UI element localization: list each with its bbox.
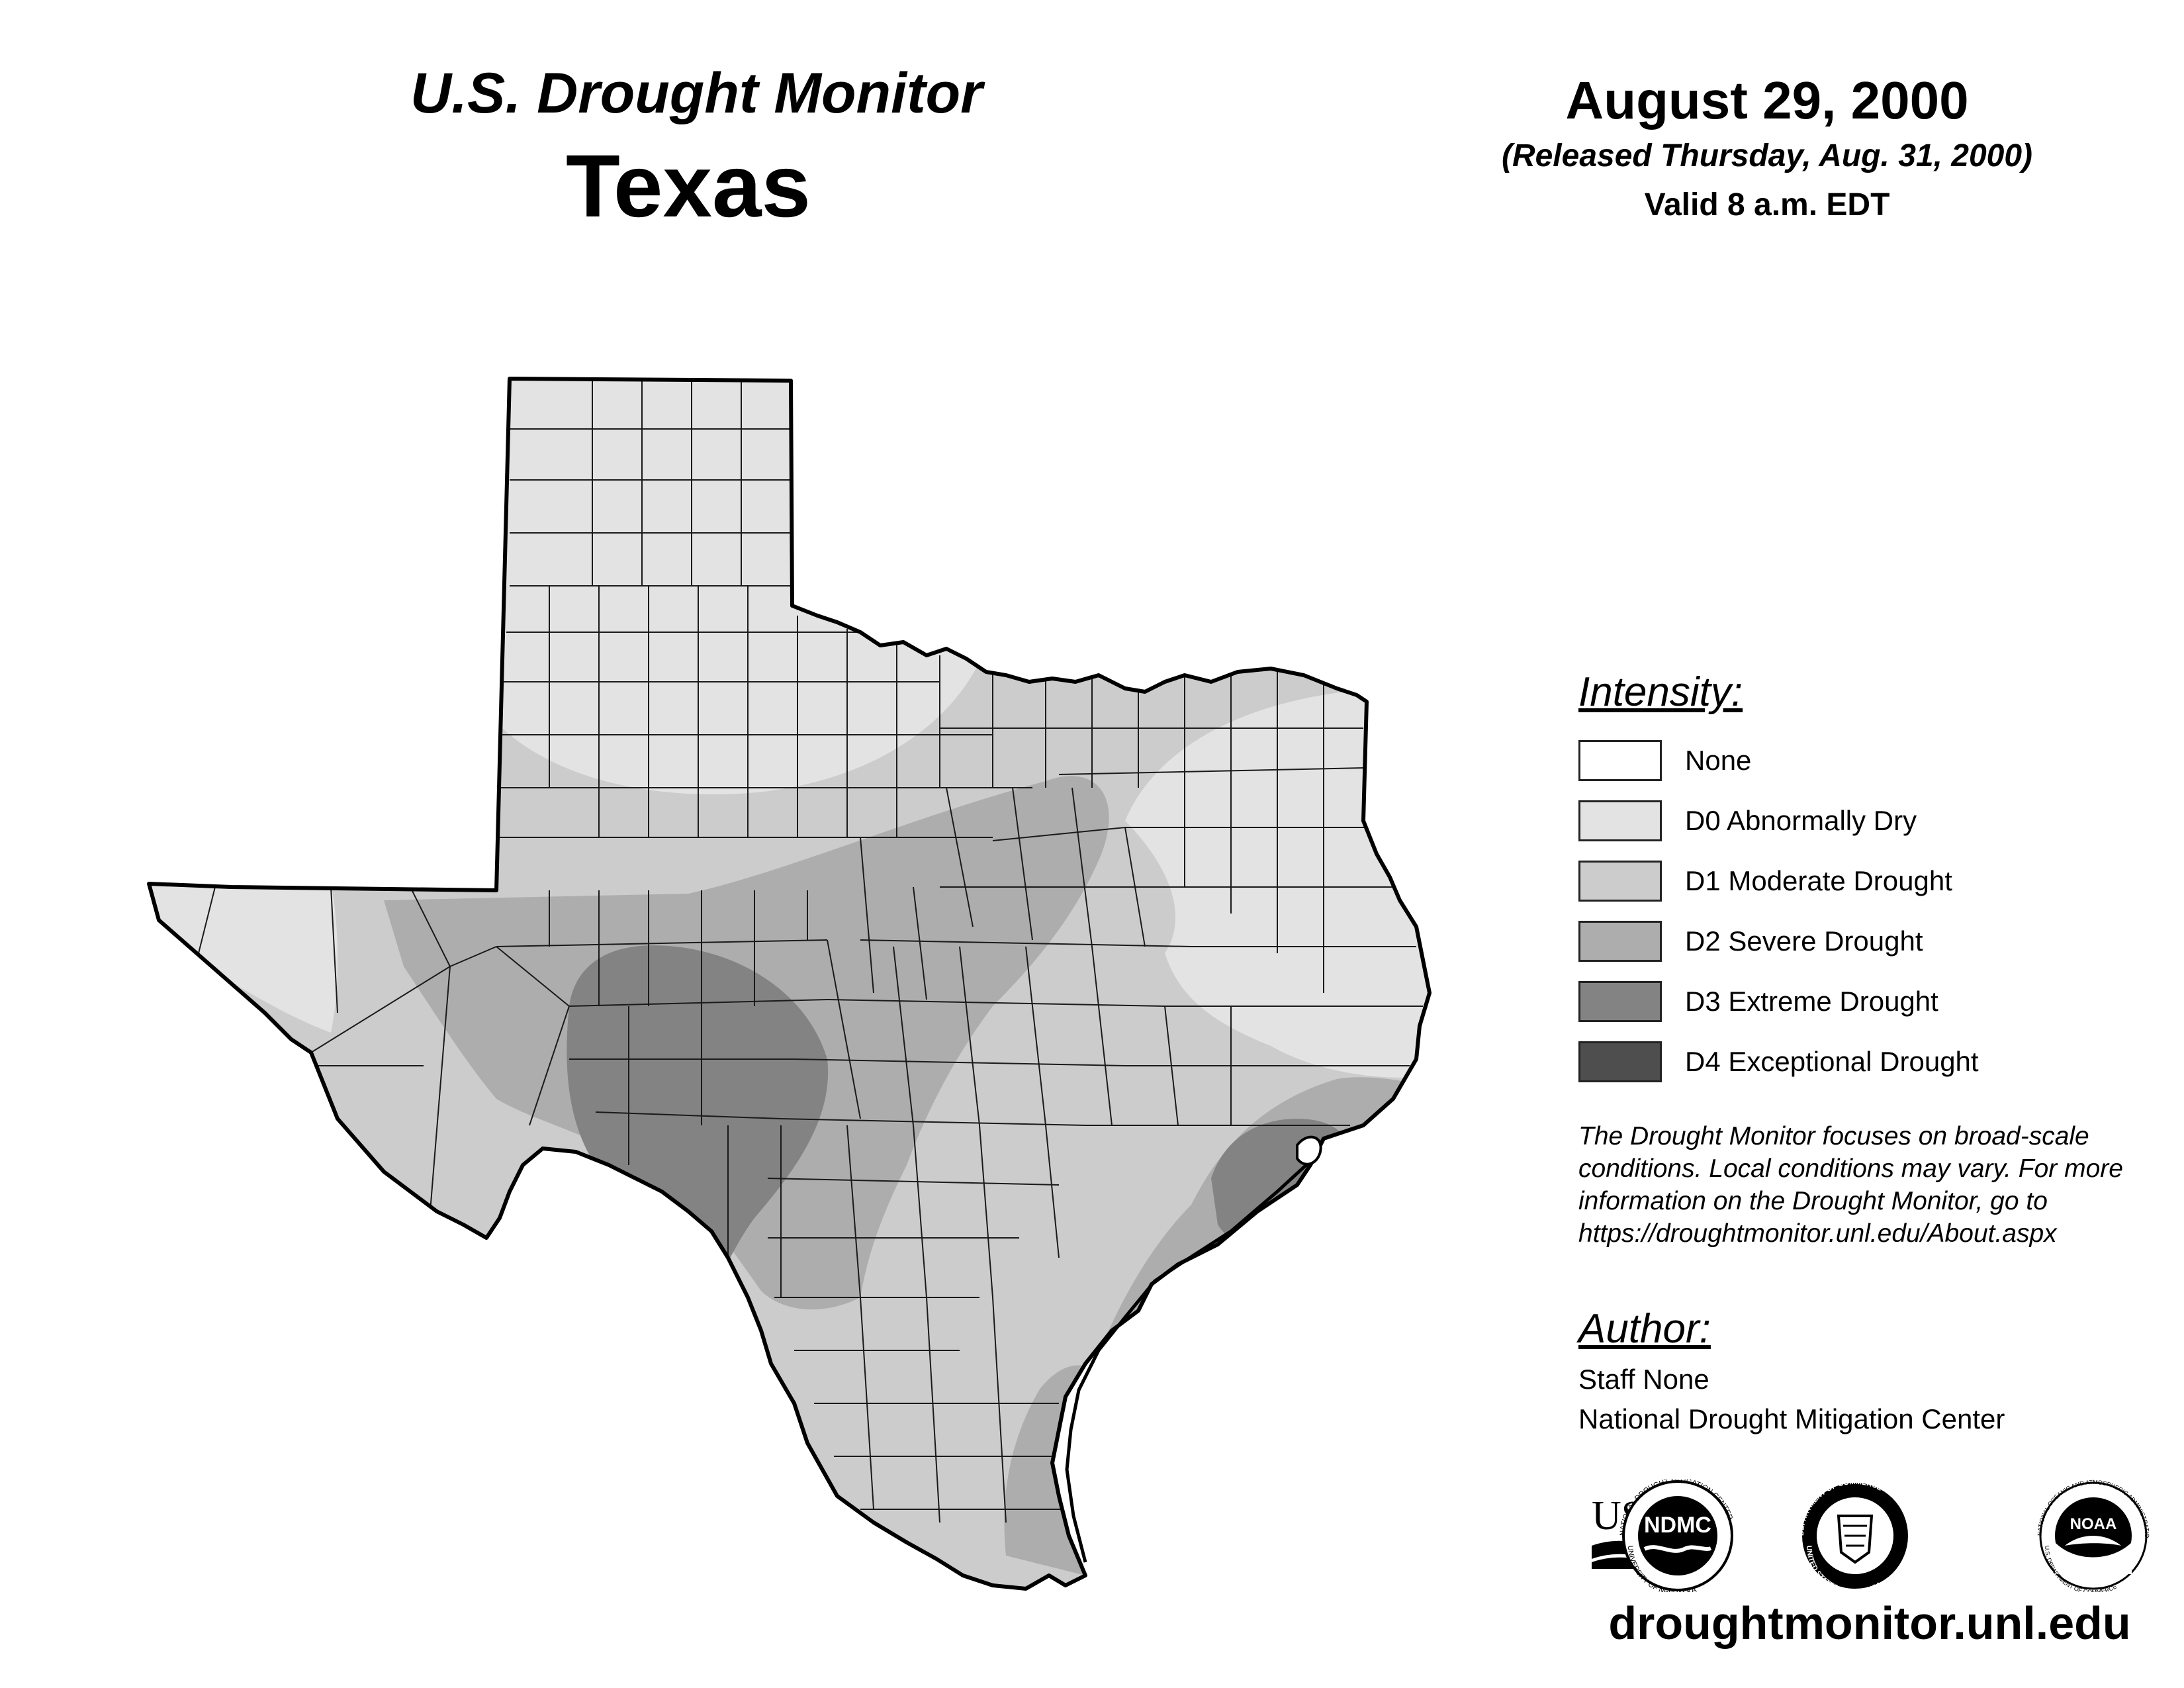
legend-label: None xyxy=(1685,744,1752,776)
commerce-seal-logo: DEPARTMENT OF COMMERCE UNITED STATES OF … xyxy=(1797,1479,1908,1592)
legend-label: D1 Moderate Drought xyxy=(1685,865,1952,896)
author-name: Staff None xyxy=(1578,1364,1709,1395)
legend-label: D0 Abnormally Dry xyxy=(1685,804,1917,836)
release-date: (Released Thursday, Aug. 31, 2000) xyxy=(1501,138,2033,173)
d0-panhandle-zone xyxy=(490,379,979,794)
map-title: U.S. Drought Monitor xyxy=(410,62,983,125)
valid-time: Valid 8 a.m. EDT xyxy=(1644,187,1890,222)
website-link[interactable]: droughtmonitor.unl.edu xyxy=(1608,1597,2131,1649)
eagle-shield-icon xyxy=(1837,1515,1874,1564)
disclaimer-line: The Drought Monitor focuses on broad-sca… xyxy=(1578,1122,2089,1150)
legend-label: D2 Severe Drought xyxy=(1685,925,1923,957)
legend-swatch xyxy=(1578,920,1662,962)
legend-swatch xyxy=(1578,739,1662,781)
disclaimer-line: information on the Drought Monitor, go t… xyxy=(1578,1187,2048,1215)
barrier-island-coastline xyxy=(1065,1154,1318,1563)
legend-swatch xyxy=(1578,800,1662,841)
noaa-logo-text: NOAA xyxy=(2070,1515,2117,1533)
legend-swatch xyxy=(1578,1041,1662,1082)
legend-label: D4 Exceptional Drought xyxy=(1685,1045,1979,1077)
legend-item-d3: D3 Extreme Drought xyxy=(1578,971,2174,1031)
ndmc-logo-text: NDMC xyxy=(1644,1513,1711,1538)
disclaimer-line: conditions. Local conditions may vary. F… xyxy=(1578,1154,2123,1183)
legend-item-d0: D0 Abnormally Dry xyxy=(1578,790,2174,851)
author-organization: National Drought Mitigation Center xyxy=(1578,1403,2005,1434)
partner-logos: USDA NDMC NATIONAL DROUGHT MITIGATION CE… xyxy=(1588,1479,2150,1592)
legend-item-d2: D2 Severe Drought xyxy=(1578,911,2174,971)
about-link[interactable]: https://droughtmonitor.unl.edu/About.asp… xyxy=(1578,1219,2057,1248)
d0-far-west-zone xyxy=(149,874,338,1033)
legend-swatch xyxy=(1578,980,1662,1022)
galveston-bay xyxy=(1296,1135,1322,1166)
author-heading: Author: xyxy=(1578,1306,1711,1352)
state-name: Texas xyxy=(565,137,811,236)
county-boundaries xyxy=(198,381,1423,1523)
legend-item-none: None xyxy=(1578,730,2174,790)
texas-state-outline xyxy=(147,377,1432,1591)
legend-item-d1: D1 Moderate Drought xyxy=(1578,851,2174,911)
legend-item-d4: D4 Exceptional Drought xyxy=(1578,1031,2174,1092)
legend-label: D3 Extreme Drought xyxy=(1685,985,1938,1017)
legend-title: Intensity: xyxy=(1578,669,1743,715)
valid-date: August 29, 2000 xyxy=(1565,71,1969,130)
disclaimer-text: The Drought Monitor focuses on broad-sca… xyxy=(1578,1120,2174,1250)
noaa-gull-icon xyxy=(2065,1536,2121,1546)
legend: Intensity: None D0 Abnormally Dry D1 Mod… xyxy=(1578,669,2174,1092)
legend-swatch xyxy=(1578,860,1662,902)
ndmc-logo: NDMC NATIONAL DROUGHT MITIGATION CENTER … xyxy=(1619,1479,1734,1592)
